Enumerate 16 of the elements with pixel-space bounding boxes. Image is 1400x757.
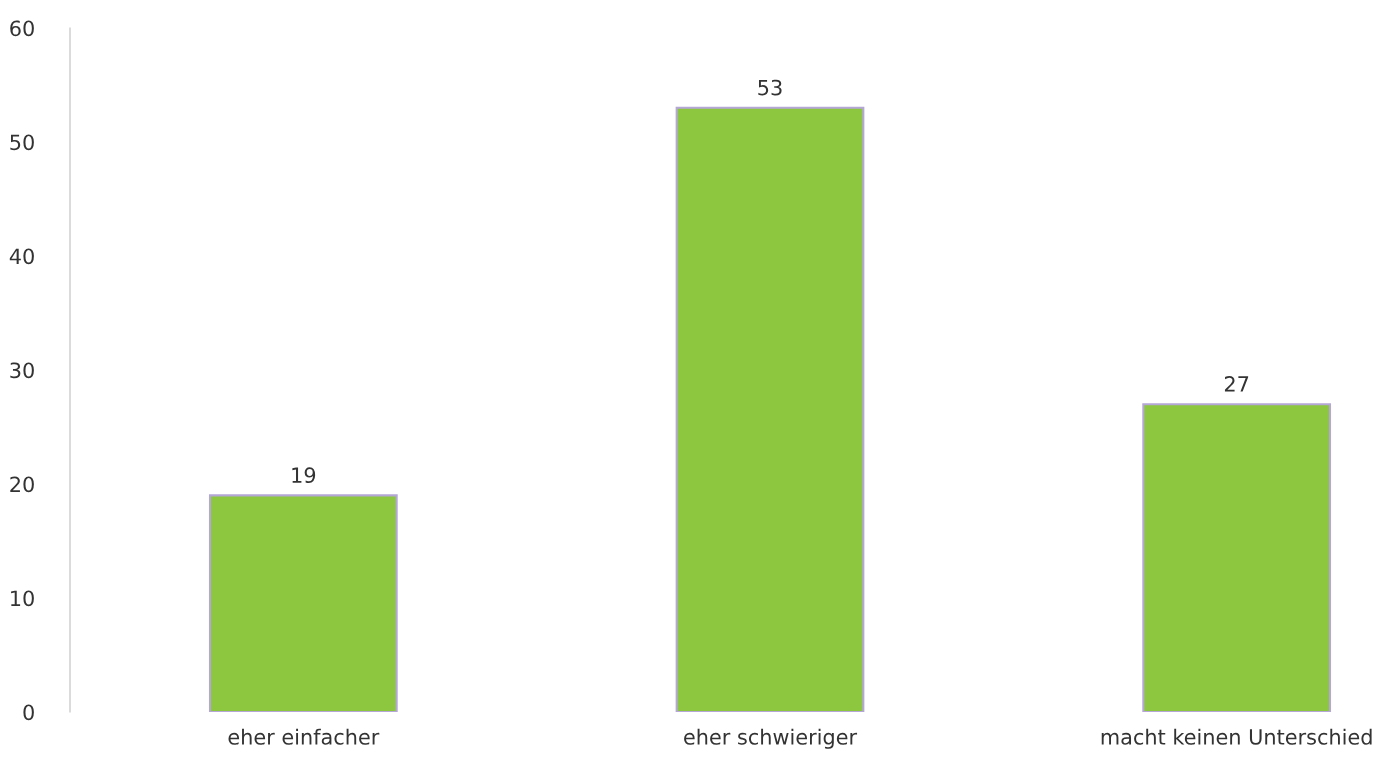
x-tick-label: eher einfacher [228,728,380,745]
y-tick-label: 50 [10,134,34,151]
data-label: 27 [1224,376,1249,392]
y-tick-label: 20 [10,476,34,493]
y-tick-label: 0 [23,704,34,721]
bar [208,494,398,712]
y-tick-label: 40 [9,248,34,265]
y-tick-label: 30 [10,362,34,379]
data-label: 53 [758,79,782,96]
y-tick-label: 10 [11,590,34,607]
bar [1142,403,1332,712]
x-tick-label: macht keinen Unterschied [1101,728,1372,745]
bar [675,106,865,712]
x-tick-label: eher schwieriger [684,728,858,749]
y-tick-label: 60 [10,20,34,37]
data-label: 19 [292,467,316,484]
